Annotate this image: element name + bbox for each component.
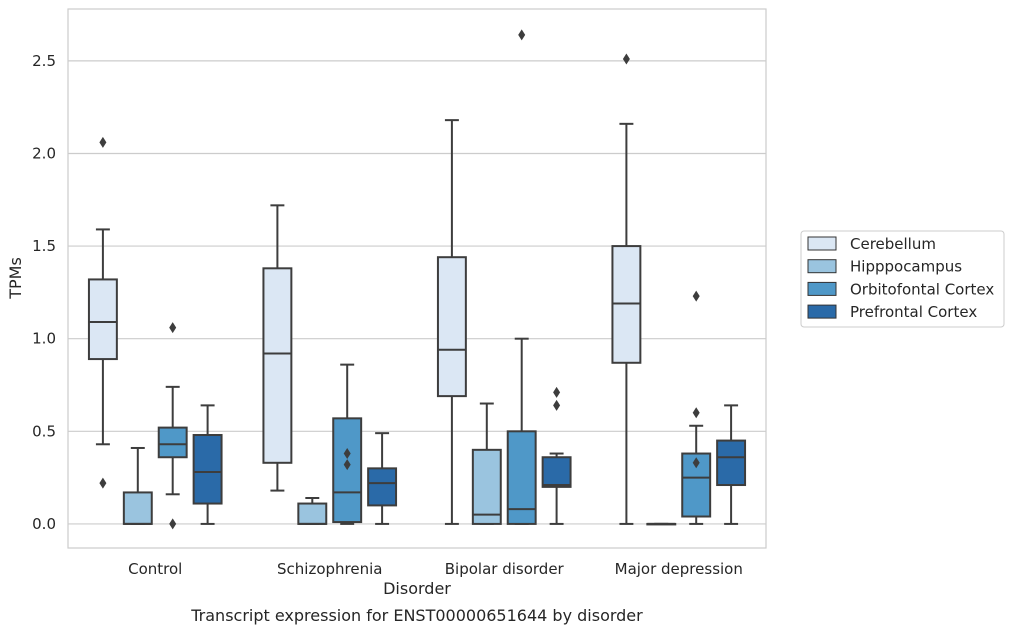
figure-caption: Transcript expression for ENST0000065164… <box>191 606 643 625</box>
box-cerebellum <box>262 204 293 492</box>
box-body <box>436 256 467 398</box>
box-plot-chart: 0.0 0.5 1.0 1.5 2.0 2.5 Control Schizophrenia B… <box>6 8 1005 598</box>
legend-swatch <box>807 281 837 296</box>
y-axis-ticks: 0.0 0.5 1.0 1.5 2.0 2.5 <box>32 52 56 533</box>
box-cerebellum <box>611 53 642 525</box>
y-tick-label: 2.5 <box>32 52 56 70</box>
box-series <box>87 29 747 530</box>
box-orbitofontal-cortex <box>332 363 363 525</box>
box-body <box>122 491 153 525</box>
box-hipppocampus <box>297 496 328 525</box>
y-tick-label: 1.0 <box>32 330 56 348</box>
box-prefrontal-cortex <box>541 386 572 525</box>
box-cerebellum <box>436 119 467 525</box>
box-body <box>716 439 747 487</box>
x-axis-ticks: Control Schizophrenia Bipolar disorder Majo… <box>128 560 743 578</box>
x-tick-label: Control <box>128 560 182 578</box>
outlier-point <box>553 399 561 411</box>
legend-label: Cerebellum <box>850 235 936 253</box>
legend-label: Hipppocampus <box>850 258 962 276</box>
box-body <box>367 467 398 507</box>
box-body <box>541 456 572 488</box>
x-axis-label: Disorder <box>383 579 451 598</box>
box-orbitofontal-cortex <box>506 29 537 525</box>
box-body <box>157 426 188 459</box>
box-prefrontal-cortex <box>367 432 398 525</box>
legend-label: Prefrontal Cortex <box>850 303 977 321</box>
x-tick-label: Bipolar disorder <box>445 560 565 578</box>
outlier-point <box>692 457 700 469</box>
plot-frame <box>67 8 767 549</box>
y-tick-label: 2.0 <box>32 144 56 162</box>
outlier-point <box>343 448 351 460</box>
legend-swatch <box>807 259 837 274</box>
y-axis-label: TPMs <box>6 257 25 300</box>
box-hipppocampus <box>471 402 502 525</box>
legend: Cerebellum Hipppocampus Orbitofontal Corte… <box>800 230 1005 328</box>
legend-label: Orbitofontal Cortex <box>850 280 994 298</box>
box-prefrontal-cortex <box>716 404 747 525</box>
legend-swatch <box>807 236 837 251</box>
box-body <box>297 502 328 525</box>
outlier-point <box>99 136 107 148</box>
outlier-point <box>692 407 700 419</box>
box-body <box>87 278 118 361</box>
outlier-point <box>692 290 700 302</box>
box-orbitofontal-cortex <box>157 322 188 530</box>
y-tick-label: 1.5 <box>32 237 56 255</box>
box-prefrontal-cortex <box>192 404 223 525</box>
x-tick-label: Schizophrenia <box>277 560 382 578</box>
outlier-point <box>622 53 630 65</box>
box-hipppocampus <box>646 522 677 526</box>
y-tick-label: 0.5 <box>32 422 56 440</box>
outlier-point <box>553 386 561 398</box>
box-cerebellum <box>87 136 118 489</box>
outlier-point <box>99 477 107 489</box>
outlier-point <box>343 459 351 471</box>
box-body <box>332 417 363 524</box>
legend-swatch <box>807 304 837 319</box>
outlier-point <box>169 518 177 530</box>
box-body <box>471 448 502 525</box>
outlier-point <box>518 29 526 41</box>
box-body <box>192 434 223 505</box>
legend-frame <box>800 230 1005 328</box>
box-hipppocampus <box>122 446 153 525</box>
x-tick-label: Major depression <box>615 560 743 578</box>
outlier-point <box>169 322 177 334</box>
box-orbitofontal-cortex <box>681 290 712 525</box>
box-body <box>262 267 293 464</box>
y-tick-label: 0.0 <box>32 515 56 533</box>
